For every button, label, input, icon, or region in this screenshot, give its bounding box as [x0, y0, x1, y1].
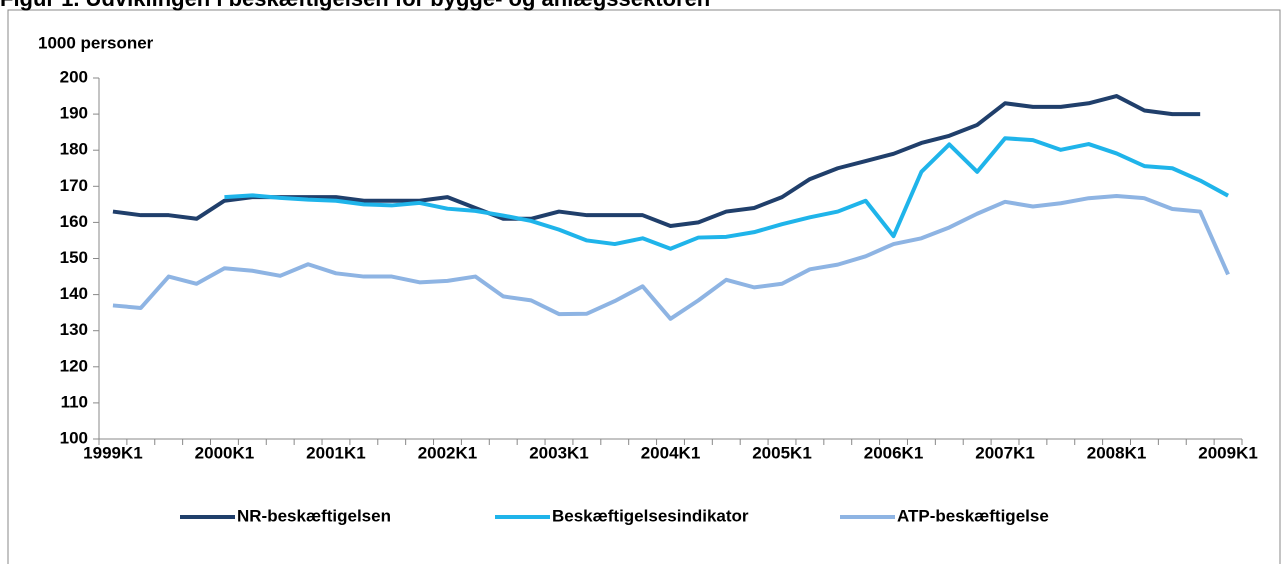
x-tick-label: 2005K1 — [752, 443, 812, 462]
x-tick-label: 2007K1 — [975, 443, 1035, 462]
y-tick-label: 150 — [60, 248, 88, 267]
x-tick-label: 2001K1 — [306, 443, 366, 462]
y-tick-label: 180 — [60, 140, 88, 159]
legend-label: ATP-beskæftigelse — [897, 506, 1049, 525]
y-tick-label: 130 — [60, 320, 88, 339]
y-axis-label: 1000 personer — [38, 33, 154, 52]
y-tick-label: 110 — [61, 392, 88, 411]
y-tick-label: 120 — [60, 356, 88, 375]
legend-label: NR-beskæftigelsen — [237, 506, 391, 525]
x-tick-label: 2003K1 — [529, 443, 589, 462]
y-tick-label: 160 — [60, 212, 88, 231]
y-tick-label: 200 — [60, 67, 88, 86]
x-tick-label: 1999K1 — [83, 443, 143, 462]
x-tick-label: 2000K1 — [195, 443, 255, 462]
legend-label: Beskæftigelsesindikator — [552, 506, 749, 525]
y-tick-label: 170 — [60, 176, 88, 195]
chart-title: Figur 1. Udviklingen i beskæftigelsen fo… — [0, 0, 710, 11]
y-tick-label: 100 — [60, 428, 88, 447]
series-line — [224, 136, 1230, 251]
x-tick-label: 2004K1 — [641, 443, 701, 462]
x-tick-label: 2006K1 — [864, 443, 924, 462]
y-tick-label: 140 — [60, 284, 88, 303]
x-tick-label: 2002K1 — [418, 443, 478, 462]
chart-frame — [7, 9, 1281, 564]
y-tick-label: 190 — [60, 104, 88, 123]
x-tick-label: 2009K1 — [1198, 443, 1258, 462]
x-tick-label: 2008K1 — [1087, 443, 1147, 462]
series-line — [112, 194, 1230, 321]
